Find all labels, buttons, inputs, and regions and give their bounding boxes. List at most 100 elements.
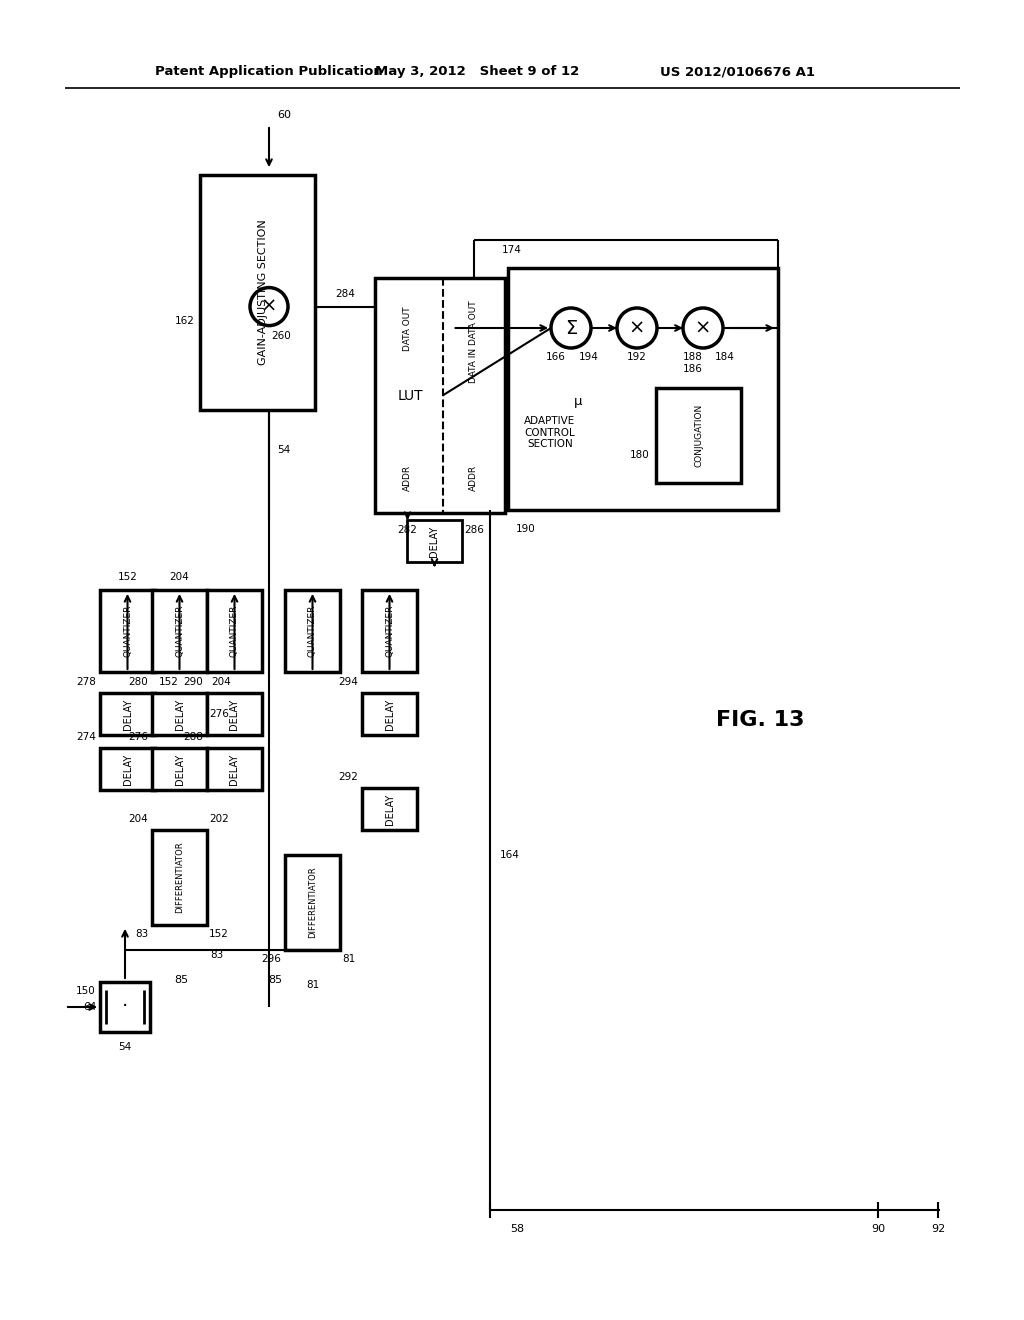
- Text: LUT: LUT: [397, 388, 423, 403]
- Text: 294: 294: [338, 677, 358, 686]
- Text: Patent Application Publication: Patent Application Publication: [155, 66, 383, 78]
- Circle shape: [250, 288, 288, 326]
- Text: 90: 90: [871, 1224, 885, 1234]
- Text: Σ: Σ: [565, 318, 578, 338]
- Text: DATA OUT: DATA OUT: [403, 306, 412, 351]
- Text: DELAY: DELAY: [384, 793, 394, 825]
- Text: 288: 288: [183, 733, 203, 742]
- Text: DATA OUT: DATA OUT: [469, 300, 478, 345]
- Bar: [100, 982, 150, 1032]
- Text: 278: 278: [76, 677, 96, 686]
- Text: 166: 166: [546, 352, 566, 362]
- Bar: [100, 590, 155, 672]
- Text: DELAY: DELAY: [384, 698, 394, 730]
- Text: DELAY: DELAY: [123, 754, 132, 784]
- Bar: [362, 590, 417, 672]
- Bar: [207, 590, 262, 672]
- Text: QUANTIZER: QUANTIZER: [230, 605, 239, 657]
- Text: 188: 188: [683, 352, 702, 362]
- Text: 276: 276: [209, 709, 229, 719]
- Text: QUANTIZER: QUANTIZER: [385, 605, 394, 657]
- Text: 204: 204: [128, 814, 148, 824]
- Circle shape: [551, 308, 591, 348]
- Text: DELAY: DELAY: [229, 698, 240, 730]
- Text: QUANTIZER: QUANTIZER: [175, 605, 184, 657]
- Text: QUANTIZER: QUANTIZER: [123, 605, 132, 657]
- Text: 204: 204: [170, 572, 189, 582]
- Text: 152: 152: [209, 929, 229, 939]
- Text: DELAY: DELAY: [429, 525, 439, 557]
- Bar: [100, 748, 155, 789]
- Bar: [508, 268, 778, 510]
- Text: 92: 92: [931, 1224, 945, 1234]
- Text: ·: ·: [122, 998, 128, 1016]
- Bar: [207, 748, 262, 789]
- Bar: [656, 388, 741, 483]
- Bar: [362, 788, 417, 830]
- Text: QUANTIZER: QUANTIZER: [308, 605, 317, 657]
- Text: 204: 204: [211, 677, 230, 686]
- Text: 296: 296: [261, 954, 281, 964]
- Bar: [285, 855, 340, 950]
- Text: FIG. 13: FIG. 13: [716, 710, 804, 730]
- Text: May 3, 2012   Sheet 9 of 12: May 3, 2012 Sheet 9 of 12: [375, 66, 580, 78]
- Text: 186: 186: [683, 364, 702, 374]
- Text: 174: 174: [502, 246, 521, 255]
- Circle shape: [683, 308, 723, 348]
- Bar: [152, 693, 207, 735]
- Text: DELAY: DELAY: [123, 698, 132, 730]
- Text: 85: 85: [268, 975, 282, 985]
- Text: 284: 284: [335, 289, 355, 298]
- Bar: [152, 748, 207, 789]
- Text: 164: 164: [500, 850, 520, 861]
- Text: 276: 276: [128, 733, 148, 742]
- Text: ADDR: ADDR: [469, 465, 478, 491]
- Text: GAIN-ADJUSTING SECTION: GAIN-ADJUSTING SECTION: [257, 219, 267, 366]
- Bar: [152, 830, 207, 925]
- Text: DELAY: DELAY: [174, 698, 184, 730]
- Text: DELAY: DELAY: [229, 754, 240, 784]
- Text: DELAY: DELAY: [174, 754, 184, 784]
- Text: 180: 180: [630, 450, 650, 459]
- Text: 54: 54: [119, 1041, 132, 1052]
- Circle shape: [617, 308, 657, 348]
- Text: 286: 286: [464, 525, 483, 535]
- Text: 184: 184: [715, 352, 735, 362]
- Text: 58: 58: [510, 1224, 524, 1234]
- Bar: [407, 520, 462, 562]
- Bar: [152, 590, 207, 672]
- Bar: [200, 176, 315, 411]
- Text: US 2012/0106676 A1: US 2012/0106676 A1: [660, 66, 815, 78]
- Bar: [285, 590, 340, 672]
- Text: 152: 152: [118, 572, 137, 582]
- Text: 194: 194: [579, 352, 599, 362]
- Text: ADDR: ADDR: [403, 465, 412, 491]
- Text: ×: ×: [629, 318, 645, 338]
- Text: 81: 81: [342, 954, 355, 964]
- Text: 190: 190: [516, 524, 536, 535]
- Text: 152: 152: [159, 677, 179, 686]
- Text: 292: 292: [338, 772, 358, 781]
- Text: 280: 280: [128, 677, 148, 686]
- Text: 290: 290: [183, 677, 203, 686]
- Text: 192: 192: [627, 352, 647, 362]
- Text: 260: 260: [271, 330, 291, 341]
- Text: 64: 64: [83, 1002, 96, 1012]
- Text: 81: 81: [306, 979, 319, 990]
- Text: 162: 162: [175, 315, 195, 326]
- Bar: [100, 693, 155, 735]
- Bar: [207, 693, 262, 735]
- Text: DATA IN: DATA IN: [469, 348, 478, 383]
- Text: 54: 54: [278, 445, 290, 455]
- Bar: [375, 279, 505, 513]
- Text: 274: 274: [76, 733, 96, 742]
- Text: ×: ×: [695, 318, 712, 338]
- Text: 282: 282: [397, 525, 418, 535]
- Text: 83: 83: [210, 950, 223, 960]
- Text: ×: ×: [261, 297, 278, 315]
- Text: 60: 60: [278, 110, 291, 120]
- Text: 85: 85: [174, 975, 188, 985]
- Text: 83: 83: [135, 929, 148, 939]
- Bar: [362, 693, 417, 735]
- Text: DIFFERENTIATOR: DIFFERENTIATOR: [308, 867, 317, 939]
